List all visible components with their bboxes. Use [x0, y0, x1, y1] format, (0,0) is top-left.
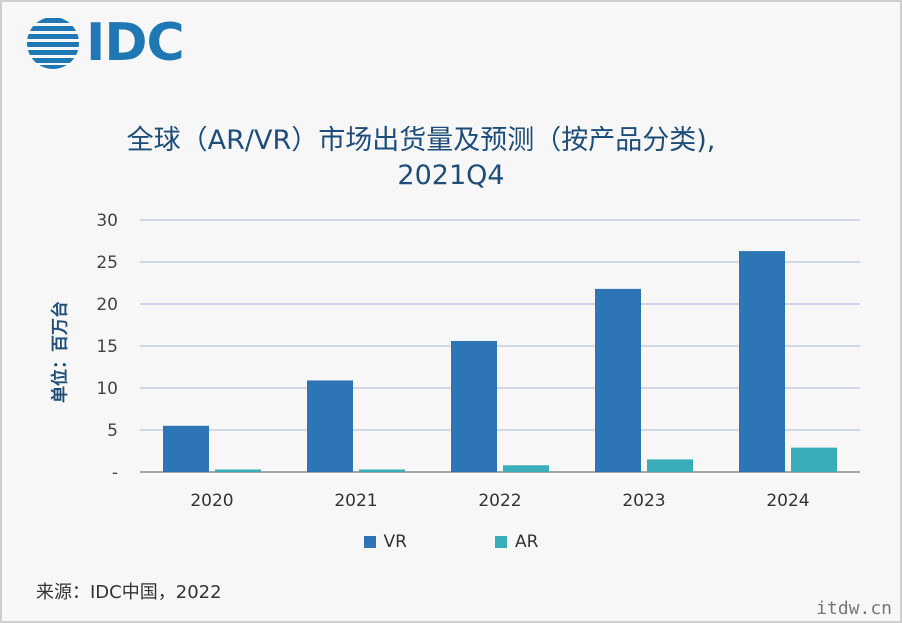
bar-ar-2023: [647, 459, 693, 472]
legend-label: AR: [515, 532, 539, 552]
legend-label: VR: [383, 532, 407, 552]
legend: VR AR: [0, 532, 902, 552]
x-tick-label: 2024: [766, 491, 809, 511]
chart-title-line-2: 2021Q4: [397, 160, 505, 191]
legend-item-vr: VR: [363, 532, 407, 552]
y-tick-label: -: [112, 463, 118, 483]
chart-title-line-1: 全球（AR/VR）市场出货量及预测（按产品分类),: [126, 125, 716, 156]
y-tick-label: 20: [96, 295, 118, 315]
y-tick-label: 30: [96, 211, 118, 231]
globe-icon: [27, 18, 79, 69]
bar-ar-2024: [791, 447, 837, 472]
bar-vr-2024: [739, 251, 785, 472]
bar-ar-2020: [215, 469, 261, 472]
bar-vr-2020: [163, 425, 209, 472]
x-tick-label: 2021: [334, 491, 377, 511]
legend-item-ar: AR: [495, 532, 538, 552]
y-tick-label: 15: [96, 337, 118, 357]
bar-ar-2021: [359, 469, 405, 472]
watermark: itdw.cn: [816, 598, 892, 619]
source-note: 来源：IDC中国，2022: [36, 582, 222, 603]
x-tick-label: 2020: [190, 491, 233, 511]
logo-text: IDC: [86, 13, 185, 73]
legend-swatch: [363, 536, 376, 548]
bar-vr-2021: [307, 380, 353, 472]
y-tick-label: 25: [96, 253, 118, 273]
x-tick-label: 2022: [478, 491, 521, 511]
x-tick-label: 2023: [622, 491, 665, 511]
idc-logo: IDC: [24, 13, 185, 73]
bar-ar-2022: [503, 465, 549, 472]
bar-vr-2022: [451, 340, 497, 472]
y-tick-label: 5: [107, 421, 118, 441]
bar-vr-2023: [595, 288, 641, 472]
legend-swatch: [495, 536, 507, 548]
y-tick-label: 10: [96, 379, 118, 399]
